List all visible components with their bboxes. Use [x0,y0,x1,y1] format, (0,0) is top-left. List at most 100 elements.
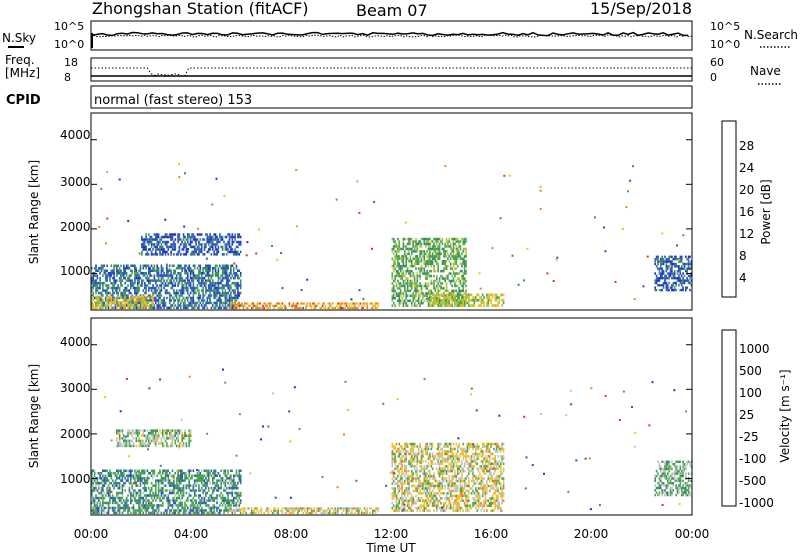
heatmap-cell [162,429,164,432]
heatmap-cell [98,496,100,500]
heatmap-cell [434,294,437,297]
heatmap-cell [437,237,439,241]
heatmap-point [350,298,353,301]
heatmap-cell [184,272,186,275]
heatmap-cell [142,504,145,507]
heatmap-cell [216,291,218,295]
heatmap-cell [345,302,348,305]
heatmap-cell [232,481,235,485]
heatmap-cell [159,442,161,445]
heatmap-cell [125,499,128,502]
heatmap-cell [200,284,203,287]
heatmap-cell [276,302,278,305]
heatmap-cell [362,306,364,310]
heatmap-cell [455,272,458,275]
heatmap-cell [135,304,138,307]
heatmap-cell [220,274,222,277]
heatmap-cell [672,281,675,285]
heatmap-cell [134,499,136,502]
heatmap-cell [202,499,204,502]
heatmap-cell [413,247,416,251]
heatmap-cell [399,460,402,463]
heatmap-cell [141,479,143,482]
heatmap-cell [106,303,108,307]
heatmap-cell [673,288,676,292]
heatmap-cell [160,494,163,497]
heatmap-cell [130,281,132,285]
heatmap-cell [235,504,238,507]
heatmap-cell [406,450,409,453]
heatmap-cell [192,509,195,512]
heatmap-cell [143,442,146,445]
heatmap-point [632,165,634,168]
heatmap-cell [463,277,466,280]
heatmap-cell [170,299,172,302]
heatmap-cell [93,279,96,282]
heatmap-cell [462,272,465,275]
heatmap-cell [181,479,183,482]
heatmap-cell [146,506,149,510]
heatmap-cell [91,484,93,487]
heatmap-cell [436,293,438,297]
heatmap-cell [214,291,217,295]
heatmap-cell [292,511,295,515]
heatmap-cell [426,240,428,243]
heatmap-cell [202,286,204,290]
heatmap-cell [189,269,192,272]
heatmap-cell [232,496,235,500]
heatmap-cell [162,281,164,285]
heatmap-cell [170,253,172,256]
heatmap-cell [427,289,430,293]
heatmap-cell [209,301,211,305]
heatmap-cell [187,477,189,480]
heatmap-cell [153,289,156,292]
heatmap-cell [138,432,140,435]
heatmap-cell [404,245,406,248]
heatmap-point [187,248,189,251]
heatmap-cell [224,496,227,500]
heatmap-cell [406,294,409,297]
heatmap-cell [413,297,416,300]
heatmap-cell [216,494,218,497]
heatmap-cell [210,274,213,277]
heatmap-cell [213,253,215,256]
heatmap-cell [148,264,150,267]
heatmap-cell [444,301,446,305]
heatmap-cell [230,486,232,490]
heatmap-cell [160,439,163,443]
heatmap-cell [239,511,242,515]
heatmap-cell [155,509,157,512]
heatmap-cell [665,265,668,268]
heatmap-cell [141,284,143,287]
heatmap-cell [185,245,188,249]
heatmap-cell [168,479,171,482]
heatmap-cell [134,432,136,435]
heatmap-point [539,207,542,210]
heatmap-cell [452,272,455,275]
heatmap-cell [156,289,158,292]
heatmap-cell [203,304,206,307]
heatmap-cell [199,294,202,297]
heatmap-cell [166,437,168,440]
heatmap-cell [217,269,220,272]
heatmap-cell [416,260,419,263]
heatmap-cell [150,289,153,292]
heatmap-cell [162,267,164,270]
heatmap-cell [424,287,427,290]
heatmap-cell [448,245,451,248]
heatmap-cell [164,472,167,475]
heatmap-cell [465,260,467,263]
heatmap-cell [671,277,673,280]
heatmap-cell [177,272,179,275]
heatmap-cell [150,496,153,500]
heatmap-cell [292,507,295,510]
heatmap-cell [429,247,431,251]
heatmap-cell [206,474,209,477]
heatmap-cell [411,279,413,283]
heatmap-cell [406,237,409,241]
heatmap-cell [178,264,181,267]
heatmap-cell [655,277,658,280]
heatmap-cell [193,511,196,515]
heatmap-cell [116,484,118,487]
heatmap-cell [431,293,434,297]
